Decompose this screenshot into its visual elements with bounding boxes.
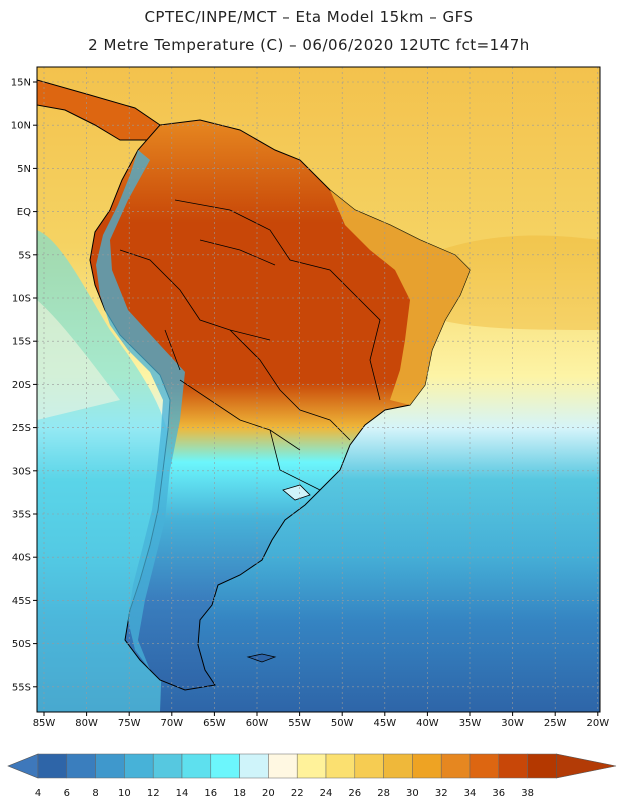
graticule <box>37 67 600 712</box>
lon-label: 20W <box>586 718 609 729</box>
lon-label: 45W <box>373 718 396 729</box>
lon-label: 50W <box>331 718 354 729</box>
lat-label: 30S <box>12 466 31 477</box>
colorbar-swatch <box>498 753 528 779</box>
chart-title-line-2: 2 Metre Temperature (C) – 06/06/2020 12U… <box>88 36 530 54</box>
lat-label: 20S <box>12 380 31 391</box>
colorbar-tick-label: 30 <box>406 788 419 799</box>
colorbar-swatch <box>239 753 269 779</box>
lon-label: 75W <box>118 718 141 729</box>
colorbar-tick-label: 22 <box>291 788 304 799</box>
chart-title-line-1: CPTEC/INPE/MCT – Eta Model 15km – GFS <box>144 8 474 26</box>
lat-label: 15N <box>11 78 31 89</box>
lon-label: 25W <box>544 718 567 729</box>
colorbar-swatch <box>383 753 413 779</box>
lat-label: 45S <box>12 596 31 607</box>
colorbar-tick-label: 4 <box>35 788 41 799</box>
colorbar-swatch <box>440 753 471 779</box>
colorbar-swatch <box>296 753 327 779</box>
colorbar-tick-label: 12 <box>147 788 160 799</box>
lat-label: 25S <box>12 423 31 434</box>
colorbar-swatch <box>325 753 356 779</box>
map-frame <box>36 66 601 713</box>
colorbar-tick-label: 26 <box>348 788 361 799</box>
brazil-coastal-warm-band <box>330 190 470 405</box>
falkland-islands <box>246 653 277 663</box>
colorbar-tick-label: 16 <box>204 788 217 799</box>
colorbar-tick-label: 8 <box>92 788 98 799</box>
lon-label: 80W <box>75 718 98 729</box>
lon-label: 35W <box>459 718 482 729</box>
lon-label: 30W <box>501 718 524 729</box>
colorbar-tick-label: 32 <box>435 788 448 799</box>
lon-label: 70W <box>160 718 183 729</box>
atlantic-warm-band <box>440 235 600 330</box>
colorbar-high-arrow <box>556 753 617 779</box>
colorbar-tick-label: 28 <box>377 788 390 799</box>
colorbar-swatch <box>469 753 500 779</box>
colorbar-swatch <box>268 753 298 779</box>
colorbar-tick-label: 6 <box>64 788 70 799</box>
lon-label: 40W <box>416 718 439 729</box>
lon-label: 85W <box>33 718 56 729</box>
colorbar-tick-label: 24 <box>320 788 333 799</box>
colorbar-swatch <box>95 753 125 779</box>
colorbar-swatch <box>66 753 96 779</box>
colorbar-swatch <box>354 753 384 779</box>
colorbar-swatch <box>527 753 557 779</box>
pacific-warm-patch <box>37 300 120 420</box>
colorbar-tick-label: 18 <box>233 788 246 799</box>
lat-label: 50S <box>12 639 31 650</box>
colorbar: 4 6 8 10 12 14 16 18 20 22 24 26 28 30 32 34 36 38 <box>7 753 617 799</box>
lat-label: 35S <box>12 510 31 521</box>
rio-de-la-plata <box>282 484 311 501</box>
central-america-land <box>37 79 161 141</box>
colorbar-tick-label: 14 <box>176 788 189 799</box>
colorbar-swatch <box>37 753 68 779</box>
lat-label: 10N <box>11 121 31 132</box>
colorbar-tick-label: 20 <box>262 788 275 799</box>
andes-cold-strip <box>96 150 185 670</box>
lon-label: 65W <box>203 718 226 729</box>
colorbar-tick-label: 34 <box>464 788 477 799</box>
lon-label: 60W <box>246 718 269 729</box>
colorbar-tick-label: 38 <box>521 788 534 799</box>
lat-label: 15S <box>12 337 31 348</box>
colorbar-tick-label: 10 <box>118 788 131 799</box>
lon-label: 55W <box>288 718 311 729</box>
lat-label: 5S <box>18 250 31 261</box>
colorbar-swatch <box>152 753 183 779</box>
colorbar-tick-label: 36 <box>492 788 505 799</box>
colorbar-low-arrow <box>7 753 39 779</box>
lat-label: 5N <box>17 164 31 175</box>
lat-label: 55S <box>12 682 31 693</box>
country-borders <box>119 199 381 491</box>
colorbar-swatch <box>124 753 154 779</box>
colorbar-swatch <box>210 753 240 779</box>
lat-label: 10S <box>12 294 31 305</box>
colorbar-swatch <box>181 753 212 779</box>
lat-label: 40S <box>12 553 31 564</box>
colorbar-swatch <box>412 753 442 779</box>
lat-label: EQ <box>17 207 31 218</box>
